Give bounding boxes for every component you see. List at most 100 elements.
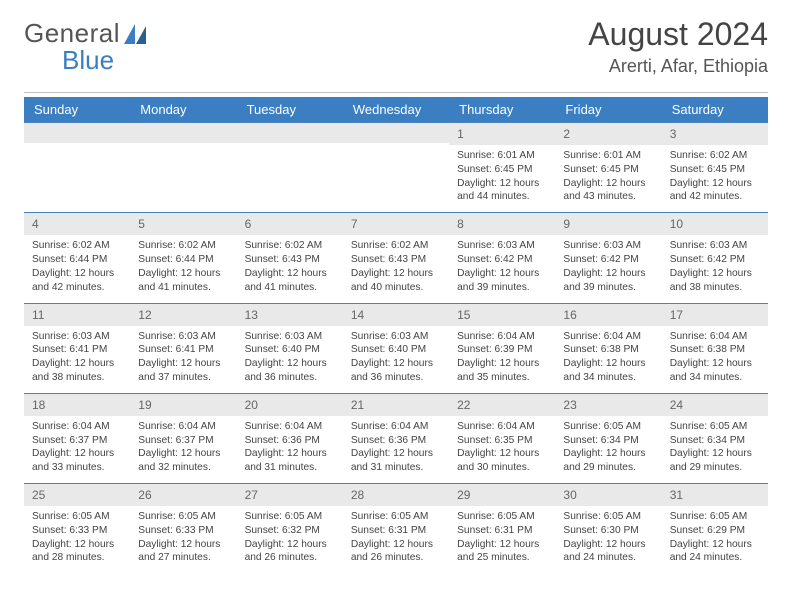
calendar-week: 11Sunrise: 6:03 AMSunset: 6:41 PMDayligh… — [24, 303, 768, 393]
weekday-wednesday: Wednesday — [343, 97, 449, 122]
calendar-cell: 1Sunrise: 6:01 AMSunset: 6:45 PMDaylight… — [449, 122, 555, 212]
sunset-text: Sunset: 6:36 PM — [351, 434, 441, 448]
day-number: 27 — [237, 484, 343, 506]
day-content: Sunrise: 6:04 AMSunset: 6:38 PMDaylight:… — [662, 330, 768, 385]
sunset-text: Sunset: 6:45 PM — [457, 163, 547, 177]
day-content: Sunrise: 6:01 AMSunset: 6:45 PMDaylight:… — [555, 149, 661, 204]
day-number: 31 — [662, 484, 768, 506]
weekday-sunday: Sunday — [24, 97, 130, 122]
day-number: 24 — [662, 394, 768, 416]
daylight-text: Daylight: 12 hours and 37 minutes. — [138, 357, 228, 385]
calendar-cell: 12Sunrise: 6:03 AMSunset: 6:41 PMDayligh… — [130, 303, 236, 393]
sunrise-text: Sunrise: 6:02 AM — [138, 239, 228, 253]
calendar-cell: 14 Sunrise: 6:03 AMSunset: 6:40 PMDayligh… — [343, 303, 449, 393]
sunrise-text: Sunrise: 6:04 AM — [351, 420, 441, 434]
sunrise-text: Sunrise: 6:04 AM — [245, 420, 335, 434]
day-number: 30 — [555, 484, 661, 506]
calendar-week: 1Sunrise: 6:01 AMSunset: 6:45 PMDaylight… — [24, 122, 768, 212]
day-content: Sunrise: 6:03 AMSunset: 6:42 PMDaylight:… — [555, 239, 661, 294]
calendar-grid: 1Sunrise: 6:01 AMSunset: 6:45 PMDaylight… — [24, 122, 768, 573]
day-content: Sunrise: 6:02 AMSunset: 6:45 PMDaylight:… — [662, 149, 768, 204]
daylight-text: Daylight: 12 hours and 26 minutes. — [351, 538, 441, 566]
sunset-text: Sunset: 6:41 PM — [138, 343, 228, 357]
weekday-monday: Monday — [130, 97, 236, 122]
sunset-text: Sunset: 6:31 PM — [457, 524, 547, 538]
calendar-cell: 19 Sunrise: 6:04 AMSunset: 6:37 PMDayligh… — [130, 393, 236, 483]
day-number: 6 — [237, 213, 343, 235]
day-content: Sunrise: 6:04 AMSunset: 6:37 PMDaylight:… — [130, 420, 236, 475]
day-number: 14 — [343, 304, 449, 326]
daylight-text: Daylight: 12 hours and 34 minutes. — [563, 357, 653, 385]
calendar-cell: 21 Sunrise: 6:04 AMSunset: 6:36 PMDayligh… — [343, 393, 449, 483]
daylight-text: Daylight: 12 hours and 26 minutes. — [245, 538, 335, 566]
day-content: Sunrise: 6:04 AMSunset: 6:36 PMDaylight:… — [343, 420, 449, 475]
sunset-text: Sunset: 6:39 PM — [457, 343, 547, 357]
daylight-text: Daylight: 12 hours and 28 minutes. — [32, 538, 122, 566]
calendar-cell: 7Sunrise: 6:02 AMSunset: 6:43 PMDaylight… — [343, 212, 449, 302]
day-content: Sunrise: 6:05 AMSunset: 6:30 PMDaylight:… — [555, 510, 661, 565]
sunset-text: Sunset: 6:44 PM — [32, 253, 122, 267]
day-content: Sunrise: 6:04 AMSunset: 6:39 PMDaylight:… — [449, 330, 555, 385]
day-number: 25 — [24, 484, 130, 506]
calendar-cell: 5Sunrise: 6:02 AMSunset: 6:44 PMDaylight… — [130, 212, 236, 302]
sunset-text: Sunset: 6:38 PM — [563, 343, 653, 357]
day-number: 21 — [343, 394, 449, 416]
sunrise-text: Sunrise: 6:05 AM — [138, 510, 228, 524]
calendar-week: 18Sunrise: 6:04 AMSunset: 6:37 PMDayligh… — [24, 393, 768, 483]
sunrise-text: Sunrise: 6:05 AM — [351, 510, 441, 524]
sunrise-text: Sunrise: 6:04 AM — [457, 420, 547, 434]
daylight-text: Daylight: 12 hours and 42 minutes. — [670, 177, 760, 205]
calendar-cell: 4Sunrise: 6:02 AMSunset: 6:44 PMDaylight… — [24, 212, 130, 302]
calendar-cell: 31Sunrise: 6:05 AMSunset: 6:29 PMDayligh… — [662, 483, 768, 573]
calendar-cell: 24Sunrise: 6:05 AMSunset: 6:34 PMDayligh… — [662, 393, 768, 483]
sunset-text: Sunset: 6:43 PM — [245, 253, 335, 267]
daylight-text: Daylight: 12 hours and 33 minutes. — [32, 447, 122, 475]
sunset-text: Sunset: 6:42 PM — [670, 253, 760, 267]
calendar-week: 25Sunrise: 6:05 AMSunset: 6:33 PMDayligh… — [24, 483, 768, 573]
daylight-text: Daylight: 12 hours and 34 minutes. — [670, 357, 760, 385]
sunrise-text: Sunrise: 6:02 AM — [245, 239, 335, 253]
day-number: 20 — [237, 394, 343, 416]
day-content: Sunrise: 6:05 AMSunset: 6:31 PMDaylight:… — [343, 510, 449, 565]
day-number: 17 — [662, 304, 768, 326]
calendar-cell: 6 Sunrise: 6:02 AMSunset: 6:43 PMDaylight… — [237, 212, 343, 302]
sunrise-text: Sunrise: 6:05 AM — [32, 510, 122, 524]
daylight-text: Daylight: 12 hours and 38 minutes. — [670, 267, 760, 295]
sunset-text: Sunset: 6:38 PM — [670, 343, 760, 357]
daylight-text: Daylight: 12 hours and 38 minutes. — [32, 357, 122, 385]
calendar-cell: 17 Sunrise: 6:04 AMSunset: 6:38 PMDayligh… — [662, 303, 768, 393]
daylight-text: Daylight: 12 hours and 43 minutes. — [563, 177, 653, 205]
day-number — [24, 123, 130, 143]
calendar-cell: 15Sunrise: 6:04 AMSunset: 6:39 PMDayligh… — [449, 303, 555, 393]
daylight-text: Daylight: 12 hours and 41 minutes. — [138, 267, 228, 295]
day-number: 12 — [130, 304, 236, 326]
day-number: 2 — [555, 123, 661, 145]
daylight-text: Daylight: 12 hours and 41 minutes. — [245, 267, 335, 295]
sunset-text: Sunset: 6:31 PM — [351, 524, 441, 538]
sunset-text: Sunset: 6:36 PM — [245, 434, 335, 448]
sunrise-text: Sunrise: 6:03 AM — [457, 239, 547, 253]
daylight-text: Daylight: 12 hours and 29 minutes. — [670, 447, 760, 475]
sunrise-text: Sunrise: 6:03 AM — [245, 330, 335, 344]
daylight-text: Daylight: 12 hours and 42 minutes. — [32, 267, 122, 295]
calendar-cell — [130, 122, 236, 212]
day-content: Sunrise: 6:03 AMSunset: 6:41 PMDaylight:… — [24, 330, 130, 385]
day-number: 29 — [449, 484, 555, 506]
day-number: 16 — [555, 304, 661, 326]
day-content: Sunrise: 6:03 AMSunset: 6:42 PMDaylight:… — [449, 239, 555, 294]
day-number — [237, 123, 343, 143]
sunset-text: Sunset: 6:43 PM — [351, 253, 441, 267]
day-number: 10 — [662, 213, 768, 235]
sunset-text: Sunset: 6:37 PM — [138, 434, 228, 448]
day-number — [130, 123, 236, 143]
day-content: Sunrise: 6:03 AMSunset: 6:42 PMDaylight:… — [662, 239, 768, 294]
calendar-cell: 18Sunrise: 6:04 AMSunset: 6:37 PMDayligh… — [24, 393, 130, 483]
sail-icon — [124, 24, 146, 44]
day-number: 28 — [343, 484, 449, 506]
day-content: Sunrise: 6:03 AMSunset: 6:40 PMDaylight:… — [343, 330, 449, 385]
day-number: 19 — [130, 394, 236, 416]
day-content: Sunrise: 6:05 AMSunset: 6:32 PMDaylight:… — [237, 510, 343, 565]
sunrise-text: Sunrise: 6:02 AM — [351, 239, 441, 253]
sunset-text: Sunset: 6:45 PM — [563, 163, 653, 177]
day-content: Sunrise: 6:02 AMSunset: 6:43 PMDaylight:… — [237, 239, 343, 294]
